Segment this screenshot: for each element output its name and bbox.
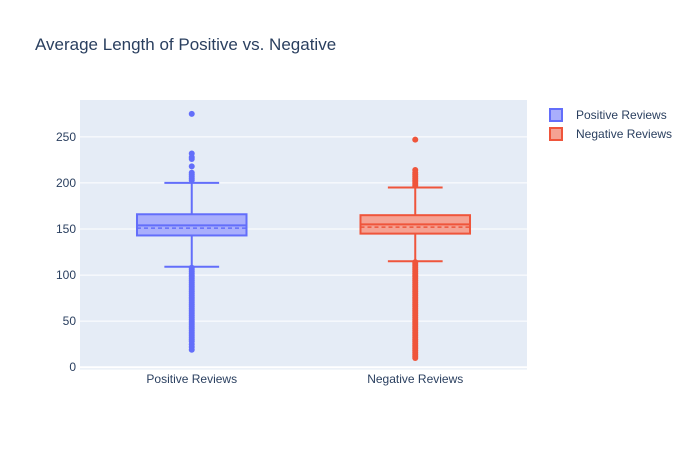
y-tick-label: 200 [56, 176, 76, 190]
outlier-point [188, 163, 195, 170]
x-axis: Positive Reviews Negative Reviews [146, 372, 463, 386]
outlier-point [188, 177, 195, 184]
legend-item-negative[interactable]: Negative Reviews [549, 127, 672, 141]
outlier-point [412, 355, 419, 362]
outlier-point [188, 155, 195, 162]
x-tick-label: Negative Reviews [367, 372, 463, 386]
y-tick-label: 50 [63, 314, 77, 328]
legend-label: Negative Reviews [576, 127, 672, 141]
box-positive [135, 110, 248, 353]
x-tick-label: Positive Reviews [146, 372, 237, 386]
y-axis: 0 50 100 150 200 250 [56, 130, 76, 374]
box-negative [359, 136, 472, 362]
legend-label: Positive Reviews [576, 108, 667, 122]
outlier-point [188, 110, 195, 117]
legend-swatch [549, 108, 563, 122]
boxes [135, 110, 472, 362]
legend[interactable]: Positive Reviews Negative Reviews [549, 108, 672, 141]
legend-item-positive[interactable]: Positive Reviews [549, 108, 667, 122]
legend-swatch [549, 127, 563, 141]
y-tick-label: 150 [56, 222, 76, 236]
outlier-point [412, 136, 419, 143]
y-tick-label: 250 [56, 130, 76, 144]
y-tick-label: 0 [69, 360, 76, 374]
chart-title: Average Length of Positive vs. Negative [35, 35, 336, 54]
outlier-point [412, 182, 419, 189]
outlier-point [188, 346, 195, 353]
y-tick-label: 100 [56, 268, 76, 282]
